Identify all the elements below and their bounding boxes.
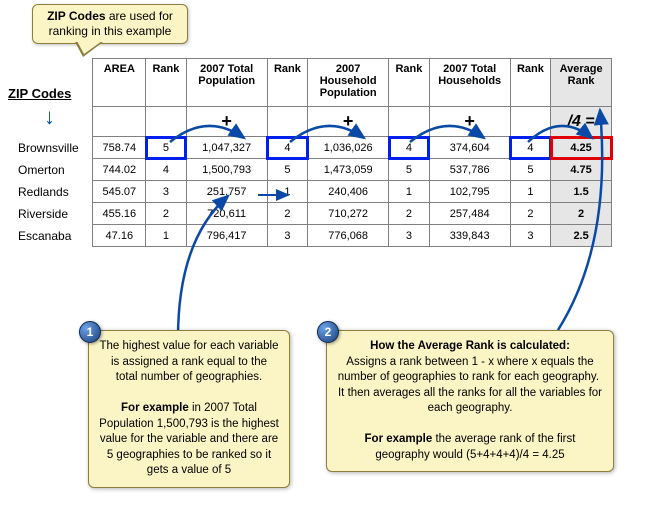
rank-cell: 2 — [267, 203, 308, 225]
hhpop-cell: 240,406 — [308, 181, 389, 203]
table-row: Escanaba47.161796,4173776,0683339,84332.… — [14, 225, 612, 247]
table-row: Omerton744.0241,500,79351,473,0595537,78… — [14, 159, 612, 181]
pop-cell: 720,611 — [186, 203, 267, 225]
table-row: Redlands545.073251,7571240,4061102,79511… — [14, 181, 612, 203]
badge-1: 1 — [79, 321, 101, 343]
rank-cell: 3 — [389, 225, 430, 247]
geo-name: Omerton — [14, 159, 93, 181]
area-cell: 758.74 — [93, 137, 146, 159]
rank-cell: 5 — [267, 159, 308, 181]
avg-cell: 1.5 — [551, 181, 612, 203]
avg-cell: 4.25 — [551, 137, 612, 159]
rank-cell: 2 — [146, 203, 187, 225]
rank-cell: 4 — [267, 137, 308, 159]
rank-table: AREA Rank 2007 Total Population Rank 200… — [14, 58, 612, 247]
zip-speech-bubble: ZIP Codes are used for ranking in this e… — [32, 4, 188, 44]
rank-cell: 5 — [389, 159, 430, 181]
rank-cell: 2 — [510, 203, 551, 225]
avg-formula: /4 = — [551, 107, 612, 137]
area-cell: 744.02 — [93, 159, 146, 181]
footnote-2-text: How the Average Rank is calculated:Assig… — [338, 340, 602, 461]
rank-cell: 1 — [510, 181, 551, 203]
rank-table-wrap: AREA Rank 2007 Total Population Rank 200… — [14, 58, 622, 247]
col-area: AREA — [93, 59, 146, 107]
rank-cell: 4 — [389, 137, 430, 159]
col-avg: Average Rank — [551, 59, 612, 107]
footnote-1: 1 The highest value for each variable is… — [88, 330, 290, 488]
col-pop: 2007 Total Population — [186, 59, 267, 107]
hhpop-cell: 776,068 — [308, 225, 389, 247]
pop-cell: 796,417 — [186, 225, 267, 247]
col-rank-2: Rank — [267, 59, 308, 107]
area-cell: 47.16 — [93, 225, 146, 247]
hhpop-cell: 1,473,059 — [308, 159, 389, 181]
area-cell: 455.16 — [93, 203, 146, 225]
plus-icon: + — [429, 107, 510, 137]
badge-2: 2 — [317, 321, 339, 343]
zip-speech-text: ZIP Codes are used for ranking in this e… — [47, 9, 173, 38]
rank-cell: 4 — [146, 159, 187, 181]
avg-cell: 4.75 — [551, 159, 612, 181]
rank-cell: 4 — [510, 137, 551, 159]
geo-name: Brownsville — [14, 137, 93, 159]
hhpop-cell: 1,036,026 — [308, 137, 389, 159]
pop-cell: 1,047,327 — [186, 137, 267, 159]
area-cell: 545.07 — [93, 181, 146, 203]
geo-name: Redlands — [14, 181, 93, 203]
hh-cell: 257,484 — [429, 203, 510, 225]
col-rank-4: Rank — [510, 59, 551, 107]
pop-cell: 251,757 — [186, 181, 267, 203]
hhpop-cell: 710,272 — [308, 203, 389, 225]
table-row: Brownsville758.7451,047,32741,036,026437… — [14, 137, 612, 159]
col-rank-3: Rank — [389, 59, 430, 107]
avg-cell: 2 — [551, 203, 612, 225]
hh-cell: 102,795 — [429, 181, 510, 203]
col-hhpop: 2007 Household Population — [308, 59, 389, 107]
rank-cell: 3 — [146, 181, 187, 203]
col-hh: 2007 Total Households — [429, 59, 510, 107]
rank-cell: 3 — [267, 225, 308, 247]
col-rank-1: Rank — [146, 59, 187, 107]
rank-cell: 1 — [267, 181, 308, 203]
hh-cell: 537,786 — [429, 159, 510, 181]
rank-cell: 5 — [146, 137, 187, 159]
geo-name: Escanaba — [14, 225, 93, 247]
rank-cell: 3 — [510, 225, 551, 247]
plus-icon: + — [186, 107, 267, 137]
rank-cell: 1 — [146, 225, 187, 247]
rank-cell: 2 — [389, 203, 430, 225]
col-geo — [14, 59, 93, 107]
pop-cell: 1,500,793 — [186, 159, 267, 181]
footnote-2: 2 How the Average Rank is calculated:Ass… — [326, 330, 614, 472]
plus-icon: + — [308, 107, 389, 137]
hh-cell: 374,604 — [429, 137, 510, 159]
footnote-1-text: The highest value for each variable is a… — [99, 340, 279, 476]
rank-cell: 1 — [389, 181, 430, 203]
hh-cell: 339,843 — [429, 225, 510, 247]
geo-name: Riverside — [14, 203, 93, 225]
avg-cell: 2.5 — [551, 225, 612, 247]
rank-cell: 5 — [510, 159, 551, 181]
header-row: AREA Rank 2007 Total Population Rank 200… — [14, 59, 612, 107]
table-row: Riverside455.162720,6112710,2722257,4842… — [14, 203, 612, 225]
operator-row: + + + /4 = — [14, 107, 612, 137]
